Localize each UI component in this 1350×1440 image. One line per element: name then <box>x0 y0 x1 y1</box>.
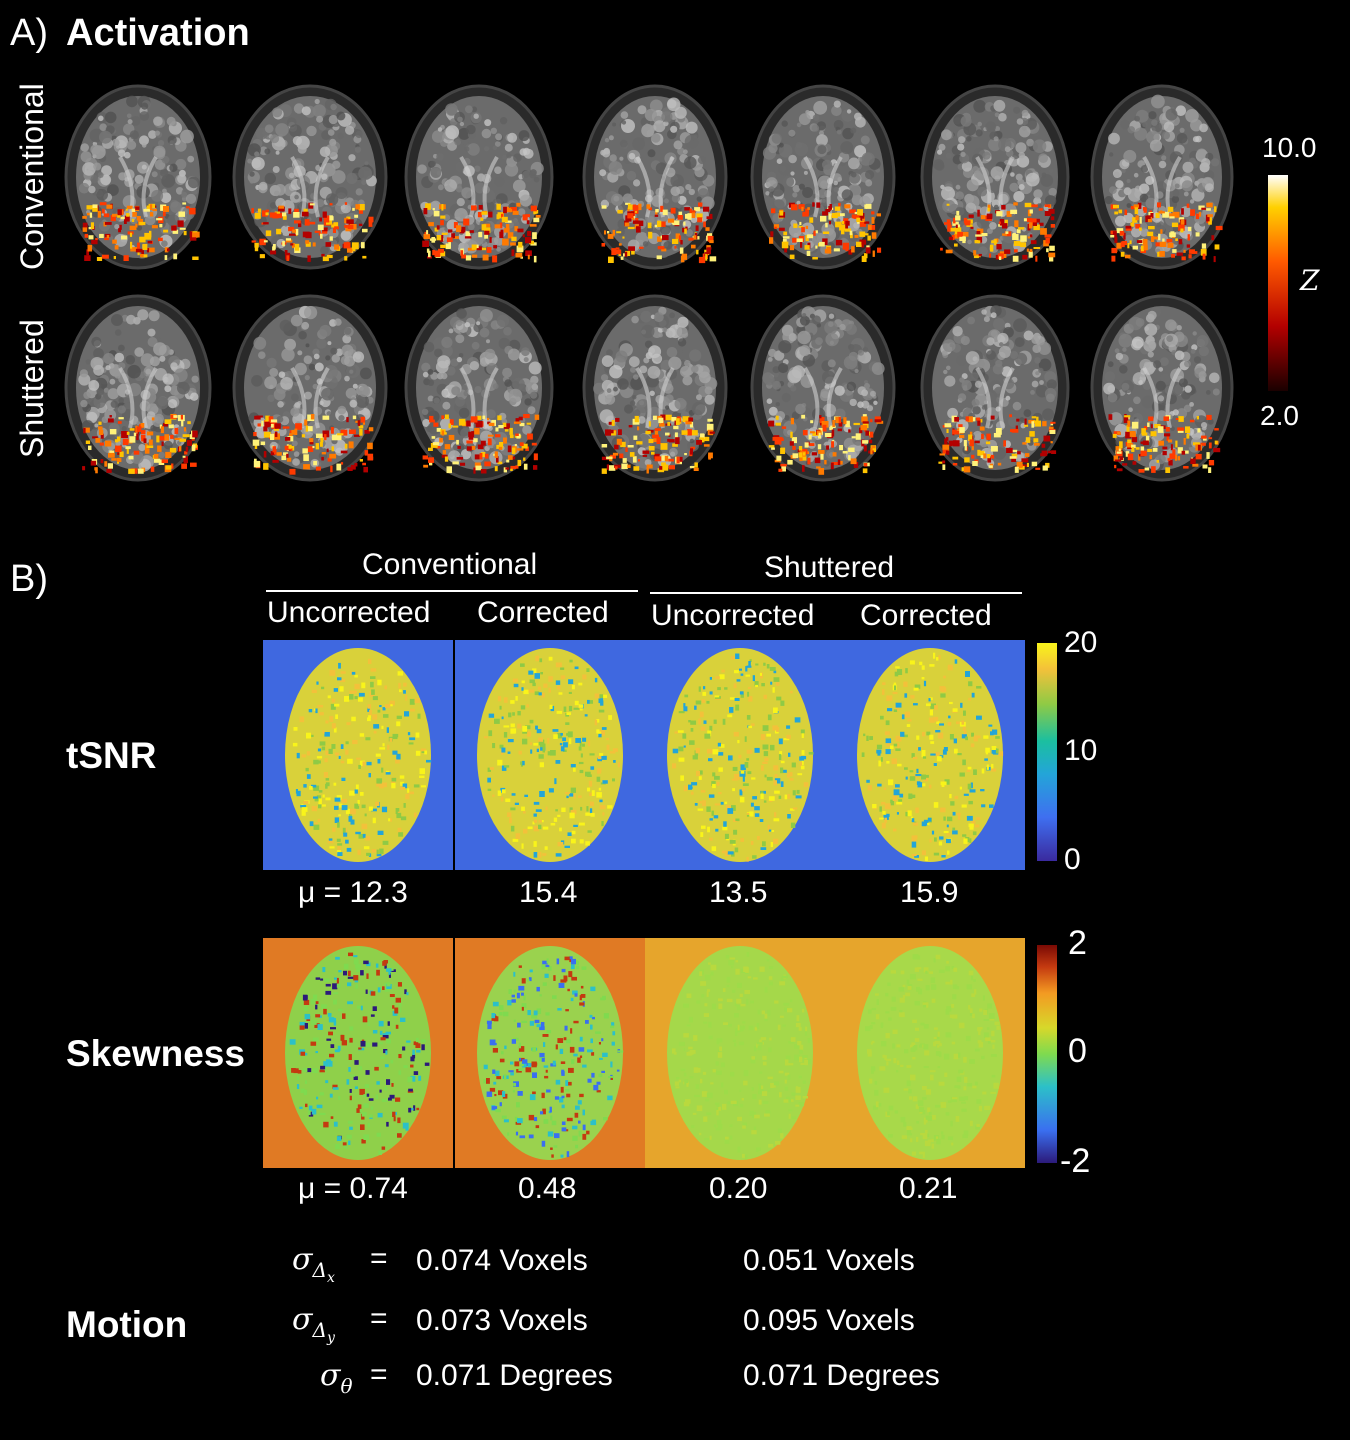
activation-slice-shuttered-1 <box>62 292 214 489</box>
brain-slice-image <box>1090 84 1234 270</box>
tsnr-map-shut-corrected <box>835 640 1025 875</box>
z-colorbar-max: 10.0 <box>1262 132 1317 163</box>
tsnr-map-conv-corrected <box>455 640 645 875</box>
motion-symbol-theta: σθ <box>320 1358 353 1398</box>
brain-slice-image <box>64 84 212 270</box>
tsnr-colorbar-tick-mid: 10 <box>1064 734 1098 767</box>
tsnr-map-image <box>263 640 453 870</box>
skewness-map-shut-uncorrected <box>645 938 835 1173</box>
brain-slice-image <box>1090 294 1234 482</box>
tsnr-map-image <box>455 640 645 870</box>
tsnr-mean-conv-corrected: 15.4 <box>519 876 578 909</box>
activation-slice-conventional-4 <box>580 82 730 277</box>
brain-slice-image <box>920 84 1070 270</box>
col-header-conv-corrected: Corrected <box>477 596 609 629</box>
skewness-mean-conv-corrected: 0.48 <box>518 1172 577 1205</box>
tsnr-row-label: tSNR <box>66 735 157 776</box>
skewness-map-image <box>645 938 835 1168</box>
group-header-conventional: Conventional <box>362 548 538 581</box>
group-rule-conventional <box>266 590 638 592</box>
motion-conv-dy: 0.073 Voxels <box>416 1304 588 1337</box>
col-header-conv-uncorrected: Uncorrected <box>267 596 431 629</box>
motion-conv-dx: 0.074 Voxels <box>416 1244 588 1277</box>
brain-slice-image <box>582 84 728 270</box>
motion-symbol-dx: σΔx <box>292 1242 335 1286</box>
skewness-map-image <box>263 938 453 1168</box>
brain-slice-image <box>232 294 388 482</box>
motion-row-label: Motion <box>66 1304 188 1345</box>
activation-slice-shuttered-4 <box>580 292 730 489</box>
z-colorbar <box>1268 175 1288 391</box>
brain-slice-image <box>404 294 554 482</box>
skewness-mean-shut-uncorrected: 0.20 <box>709 1172 768 1205</box>
tsnr-mean-shut-corrected: 15.9 <box>900 876 959 909</box>
z-colorbar-min: 2.0 <box>1260 400 1299 431</box>
tsnr-colorbar <box>1037 643 1057 861</box>
brain-slice-image <box>582 294 728 482</box>
tsnr-map-image <box>645 640 835 870</box>
panel-a-letter: A) <box>10 12 48 54</box>
activation-slice-shuttered-7 <box>1088 292 1236 489</box>
tsnr-map-shut-uncorrected <box>645 640 835 875</box>
activation-slice-conventional-5 <box>748 82 898 277</box>
brain-slice-image <box>64 294 212 482</box>
row-label-conventional: Conventional <box>14 83 50 270</box>
activation-slice-conventional-3 <box>402 82 556 277</box>
motion-symbol-dy: σΔy <box>292 1302 335 1346</box>
activation-slice-conventional-2 <box>230 82 390 277</box>
tsnr-mean-conv-uncorrected: μ = 12.3 <box>298 876 408 909</box>
skewness-map-image <box>455 938 645 1168</box>
skewness-colorbar-tick-min: -2 <box>1060 1142 1091 1180</box>
skewness-map-image <box>835 938 1025 1168</box>
brain-slice-image <box>750 84 896 270</box>
brain-slice-image <box>232 84 388 270</box>
skewness-mean-conv-uncorrected: μ = 0.74 <box>298 1172 408 1205</box>
brain-slice-image <box>404 84 554 270</box>
motion-eq-dx: = <box>370 1242 388 1275</box>
skewness-map-conv-corrected <box>455 938 645 1173</box>
z-colorbar-symbol: Z <box>1300 264 1320 297</box>
skewness-colorbar-tick-max: 2 <box>1068 924 1087 962</box>
motion-eq-dy: = <box>370 1302 388 1335</box>
skewness-colorbar-tick-mid: 0 <box>1068 1032 1087 1070</box>
skewness-colorbar <box>1037 945 1057 1163</box>
skewness-mean-shut-corrected: 0.21 <box>899 1172 958 1205</box>
col-header-shut-corrected: Corrected <box>860 599 992 632</box>
panel-a-title: Activation <box>66 12 250 54</box>
group-rule-shuttered <box>650 592 1022 594</box>
skewness-row-label: Skewness <box>66 1033 245 1074</box>
activation-slice-shuttered-2 <box>230 292 390 489</box>
activation-slice-shuttered-5 <box>748 292 898 489</box>
motion-shut-dy: 0.095 Voxels <box>743 1304 915 1337</box>
skewness-map-shut-corrected <box>835 938 1025 1173</box>
tsnr-mean-shut-uncorrected: 13.5 <box>709 876 768 909</box>
tsnr-colorbar-tick-max: 20 <box>1064 626 1098 659</box>
motion-conv-theta: 0.071 Degrees <box>416 1359 613 1392</box>
motion-shut-theta: 0.071 Degrees <box>743 1359 940 1392</box>
skewness-map-conv-uncorrected <box>263 938 453 1173</box>
panel-b-letter: B) <box>10 558 48 600</box>
activation-slice-conventional-6 <box>918 82 1072 277</box>
tsnr-map-conv-uncorrected <box>263 640 453 875</box>
group-header-shuttered: Shuttered <box>764 551 895 584</box>
activation-slice-conventional-1 <box>62 82 214 277</box>
activation-slice-shuttered-6 <box>918 292 1072 489</box>
brain-slice-image <box>750 294 896 482</box>
row-label-shuttered: Shuttered <box>14 319 50 458</box>
motion-shut-dx: 0.051 Voxels <box>743 1244 915 1277</box>
tsnr-map-image <box>835 640 1025 870</box>
activation-slice-conventional-7 <box>1088 82 1236 277</box>
tsnr-colorbar-tick-min: 0 <box>1064 843 1081 876</box>
col-header-shut-uncorrected: Uncorrected <box>651 599 815 632</box>
motion-eq-theta: = <box>370 1358 388 1391</box>
activation-slice-shuttered-3 <box>402 292 556 489</box>
brain-slice-image <box>920 294 1070 482</box>
